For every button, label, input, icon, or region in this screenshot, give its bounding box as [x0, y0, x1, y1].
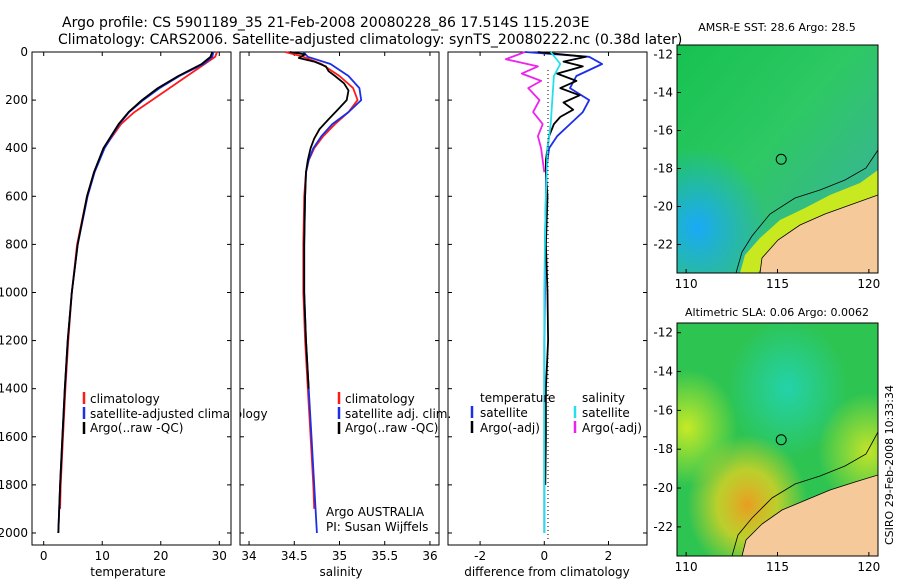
legend-title-salinity: salinity: [582, 391, 625, 405]
salinity-annotation-line2: PI: Susan Wijffels: [326, 520, 428, 534]
temperature-xlabel: temperature: [90, 565, 165, 579]
salinity-annotation-line1: Argo AUSTRALIA: [326, 505, 425, 519]
map-x-tick-label: 120: [857, 277, 880, 291]
sla-coastline: [741, 474, 878, 556]
map-y-tick-label: -12: [653, 48, 673, 62]
series-line-argo-raw-qc: [289, 51, 350, 389]
y-tick-label: 200: [5, 93, 28, 107]
legend-label-temp-satellite: satellite: [480, 406, 528, 420]
temperature-legend-clip-mask: [231, 404, 240, 422]
sla-argo-marker: [775, 434, 787, 446]
y-tick-label: 1200: [0, 334, 28, 348]
legend-label-climatology: climatology: [90, 392, 160, 406]
sst-coastline: [759, 194, 878, 273]
sla-bathymetry-contour: [731, 431, 878, 556]
x-tick-label: 35: [332, 549, 347, 563]
legend-label-sal-climatology: climatology: [345, 392, 415, 406]
map-x-tick-label: 115: [766, 277, 789, 291]
x-tick-label: 30: [212, 549, 227, 563]
salinity-panel-frame: [239, 51, 440, 546]
x-tick-label: 0: [540, 549, 548, 563]
map-y-tick-label: -12: [653, 326, 673, 340]
sst-map-title: AMSR-E SST: 28.6 Argo: 28.5: [698, 21, 856, 34]
map-y-tick-label: -18: [653, 162, 673, 176]
map-y-tick-label: -14: [653, 365, 673, 379]
legend-label-sal-argo: Argo(..raw -QC): [345, 421, 438, 435]
x-tick-label: 2: [605, 549, 613, 563]
map-y-tick-label: -22: [653, 238, 673, 252]
map-y-tick-label: -14: [653, 86, 673, 100]
y-tick-label: 800: [5, 237, 28, 251]
legend-label-sal-sat: satellite: [582, 406, 630, 420]
series-line-satellite-adj-clim: [302, 51, 363, 534]
y-tick-label: 0: [20, 45, 28, 59]
series-line-climatology: [59, 51, 218, 509]
legend-label-satellite-adjusted: satellite-adjusted climatology: [90, 407, 268, 421]
series-line-temperature-satellite: [524, 51, 603, 533]
sst-argo-marker: [775, 153, 787, 165]
map-y-tick-label: -18: [653, 442, 673, 456]
x-tick-label: -2: [474, 549, 486, 563]
x-tick-label: 35.5: [371, 549, 398, 563]
y-tick-label: 1000: [0, 285, 28, 299]
series-line-salinity-argo-adj: [504, 51, 546, 173]
x-tick-label: 34: [241, 549, 256, 563]
sla-map-title: Altimetric SLA: 0.06 Argo: 0.0062: [685, 306, 869, 319]
series-line-temperature-argo-adj: [537, 51, 587, 485]
map-x-tick-label: 115: [766, 560, 789, 574]
x-tick-label: 20: [153, 549, 168, 563]
salinity-xlabel: salinity: [319, 565, 362, 579]
legend-label-sal-argoadj: Argo(-adj): [582, 421, 642, 435]
x-tick-label: 34.5: [281, 549, 308, 563]
legend-label-temp-argo: Argo(-adj): [480, 421, 540, 435]
sla-land: [742, 475, 878, 556]
x-tick-label: 36: [422, 549, 437, 563]
map-x-tick-label: 110: [675, 560, 698, 574]
map-y-tick-label: -20: [653, 200, 673, 214]
difference-legend: temperature satellite Argo(-adj) salinit…: [470, 391, 642, 435]
map-y-tick-label: -20: [653, 481, 673, 495]
x-tick-label: 0: [40, 549, 48, 563]
salinity-plot: 34 34.5 35 35.5 36: [240, 51, 439, 563]
y-tick-label: 1400: [0, 382, 28, 396]
y-tick-label: 400: [5, 141, 28, 155]
temperature-panel-frame: [31, 51, 232, 546]
y-tick-label: 1600: [0, 430, 28, 444]
sla-map: [677, 323, 878, 556]
temperature-legend: climatology satellite-adjusted climatolo…: [82, 392, 268, 435]
x-tick-label: 10: [95, 549, 110, 563]
series-line-satellite-adjusted-climatology: [57, 51, 215, 534]
y-tick-label: 2000: [0, 526, 28, 540]
salinity-legend: climatology satellite adj. clim. Argo(..…: [337, 392, 451, 435]
sst-bathymetry-contour: [735, 149, 878, 273]
series-line-argo-raw-qc: [57, 51, 214, 534]
figure-title-line1: Argo profile: CS 5901189_35 21-Feb-2008 …: [62, 15, 589, 31]
map-y-tick-label: -16: [653, 124, 673, 138]
map-y-tick-label: -22: [653, 520, 673, 534]
legend-label-argo: Argo(..raw -QC): [90, 421, 183, 435]
series-line-salinity-satellite: [543, 51, 562, 533]
sst-map-axes: 110 115 120 -12 -14 -16 -18 -20 -22: [653, 48, 880, 292]
credit-stamp: CSIRO 29-Feb-2008 10:33:34: [883, 385, 896, 545]
map-x-tick-label: 120: [857, 560, 880, 574]
map-y-tick-label: -16: [653, 403, 673, 417]
legend-label-sal-satellite: satellite adj. clim.: [345, 407, 451, 421]
sla-map-axes: 110 115 120 -12 -14 -16 -18 -20 -22: [653, 326, 880, 574]
map-x-tick-label: 110: [675, 277, 698, 291]
sst-map: [677, 45, 878, 273]
legend-title-temperature: temperature: [480, 391, 555, 405]
difference-xlabel: difference from climatology: [464, 565, 630, 579]
difference-panel-frame: [447, 51, 648, 546]
figure-title-line2: Climatology: CARS2006. Satellite-adjuste…: [58, 32, 682, 48]
y-tick-label: 600: [5, 189, 28, 203]
sst-land: [760, 195, 878, 273]
series-line-climatology: [284, 51, 359, 509]
y-tick-label: 1800: [0, 478, 28, 492]
temperature-plot: 0 10 20 30 0 200 400 600 800 1000 1200 1400 1600 1800…: [0, 45, 231, 563]
